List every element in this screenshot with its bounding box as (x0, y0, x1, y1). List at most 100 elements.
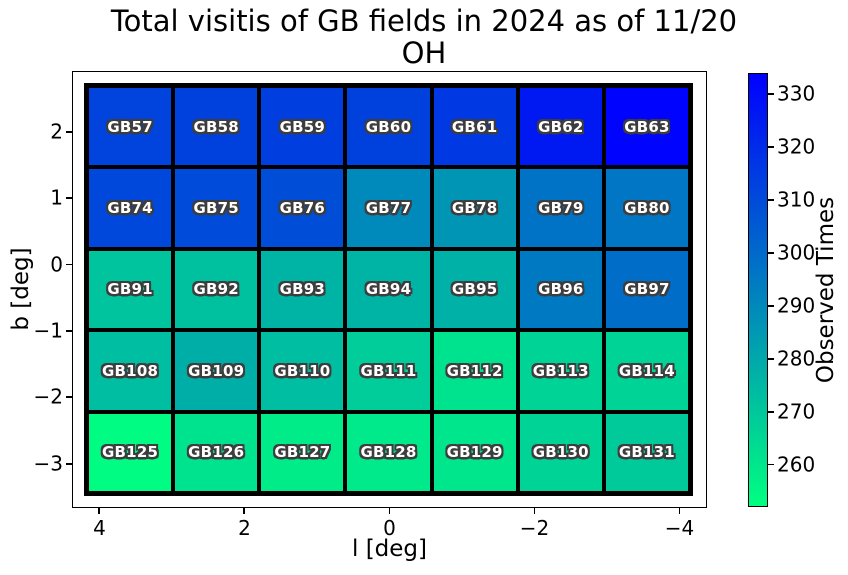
y-tick-mark (66, 462, 73, 465)
y-tick-label: 1 (50, 185, 63, 210)
heatmap-grid: GB57 GB58 GB59 GB60 GB61 GB62 GB63 GB74 GB75 GB76… (84, 83, 693, 496)
x-tick-label: −2 (519, 516, 550, 540)
y-tick-mark (66, 330, 73, 332)
field-label: GB63 (624, 117, 670, 136)
y-tick-label: −1 (33, 318, 63, 343)
colorbar-tick-label: 300 (777, 240, 816, 265)
colorbar-tick-label: 270 (777, 399, 816, 424)
y-tick-mark (66, 263, 73, 266)
field-cell-GB125: GB125 (87, 411, 174, 493)
y-tick-mark (66, 396, 73, 399)
colorbar-tick-label: 280 (777, 346, 816, 371)
field-cell-GB91: GB91 (87, 248, 174, 331)
field-cell-GB126: GB126 (173, 411, 260, 493)
field-label: GB114 (618, 361, 675, 380)
x-tick-mark (243, 507, 246, 514)
field-cell-GB110: GB110 (259, 330, 346, 412)
field-label: GB111 (360, 361, 417, 380)
colorbar-tick-mark (768, 304, 774, 307)
field-label: GB95 (451, 280, 498, 299)
field-label: GB131 (618, 443, 675, 462)
field-cell-GB96: GB96 (517, 248, 604, 331)
colorbar-label: Observed Times (813, 196, 839, 384)
x-tick-mark (678, 507, 681, 514)
field-label: GB77 (365, 199, 412, 218)
colorbar-tick-label: 290 (777, 293, 816, 318)
field-cell-GB131: GB131 (603, 411, 690, 493)
colorbar-tick-mark (768, 357, 774, 360)
colorbar-tick-label: 310 (777, 187, 816, 212)
field-cell-GB79: GB79 (517, 167, 604, 249)
field-cell-GB76: GB76 (259, 167, 346, 249)
field-cell-GB78: GB78 (431, 167, 518, 249)
field-cell-GB77: GB77 (345, 167, 432, 249)
field-cell-GB95: GB95 (431, 248, 518, 331)
colorbar-tick-mark (768, 251, 774, 254)
field-label: GB128 (360, 443, 417, 462)
field-cell-GB112: GB112 (431, 330, 518, 412)
field-label: GB76 (279, 199, 326, 218)
field-cell-GB127: GB127 (259, 411, 346, 493)
colorbar-tick-mark (768, 93, 774, 95)
colorbar-tick-label: 260 (777, 452, 816, 477)
colorbar-tick-mark (768, 146, 774, 148)
field-cell-GB62: GB62 (517, 86, 604, 168)
field-label: GB108 (102, 361, 159, 380)
field-cell-GB94: GB94 (345, 248, 432, 331)
colorbar-tick-label: 320 (777, 134, 816, 159)
field-label: GB61 (451, 117, 498, 136)
x-axis-label: l [deg] (352, 536, 427, 562)
colorbar-gradient (748, 73, 768, 507)
field-label: GB92 (193, 280, 239, 299)
field-cell-GB93: GB93 (259, 248, 346, 331)
field-label: GB78 (451, 199, 498, 218)
field-cell-GB57: GB57 (87, 86, 174, 168)
field-cell-GB92: GB92 (173, 248, 260, 331)
x-tick-label: 4 (93, 516, 106, 540)
field-label: GB59 (279, 117, 326, 136)
plot-area: GB57 GB58 GB59 GB60 GB61 GB62 GB63 GB74 GB75 GB76… (34, 71, 707, 540)
x-tick-label: −4 (664, 516, 695, 540)
field-cell-GB58: GB58 (173, 86, 260, 168)
field-cell-GB74: GB74 (87, 167, 174, 249)
field-label: GB129 (446, 443, 503, 462)
field-cell-GB130: GB130 (517, 411, 604, 493)
field-cell-GB80: GB80 (603, 167, 690, 249)
y-tick-label: −2 (33, 384, 63, 409)
field-label: GB126 (188, 443, 245, 462)
field-label: GB112 (446, 361, 503, 380)
field-cell-GB97: GB97 (603, 248, 690, 331)
x-tick-mark (388, 507, 391, 514)
field-label: GB75 (193, 199, 239, 218)
field-label: GB94 (365, 280, 412, 299)
field-label: GB58 (193, 117, 239, 136)
field-label: GB113 (532, 361, 589, 380)
field-cell-GB114: GB114 (603, 330, 690, 412)
field-label: GB97 (624, 280, 670, 299)
colorbar-tick-mark (768, 463, 774, 466)
field-cell-GB113: GB113 (517, 330, 604, 412)
field-label: GB130 (532, 443, 589, 462)
field-cell-GB111: GB111 (345, 330, 432, 412)
colorbar: 260 270 280 290 300 310 320 330 (748, 73, 815, 507)
field-label: GB74 (107, 199, 153, 218)
colorbar-tick-mark (768, 199, 774, 201)
field-cell-GB109: GB109 (173, 330, 260, 412)
colorbar-tick-mark (768, 410, 774, 413)
field-cell-GB61: GB61 (431, 86, 518, 168)
field-label: GB57 (107, 117, 153, 136)
field-label: GB109 (188, 361, 245, 380)
field-cell-GB63: GB63 (603, 86, 690, 168)
y-tick-label: 2 (50, 119, 63, 144)
field-label: GB60 (365, 117, 412, 136)
field-label: GB110 (274, 361, 331, 380)
x-tick-mark (533, 507, 536, 514)
field-cell-GB108: GB108 (87, 330, 174, 412)
field-label: GB62 (538, 117, 584, 136)
field-label: GB93 (279, 280, 326, 299)
field-cell-GB59: GB59 (259, 86, 346, 168)
field-cell-GB128: GB128 (345, 411, 432, 493)
x-tick-label: 2 (238, 516, 251, 540)
x-tick-label: 0 (383, 516, 396, 540)
